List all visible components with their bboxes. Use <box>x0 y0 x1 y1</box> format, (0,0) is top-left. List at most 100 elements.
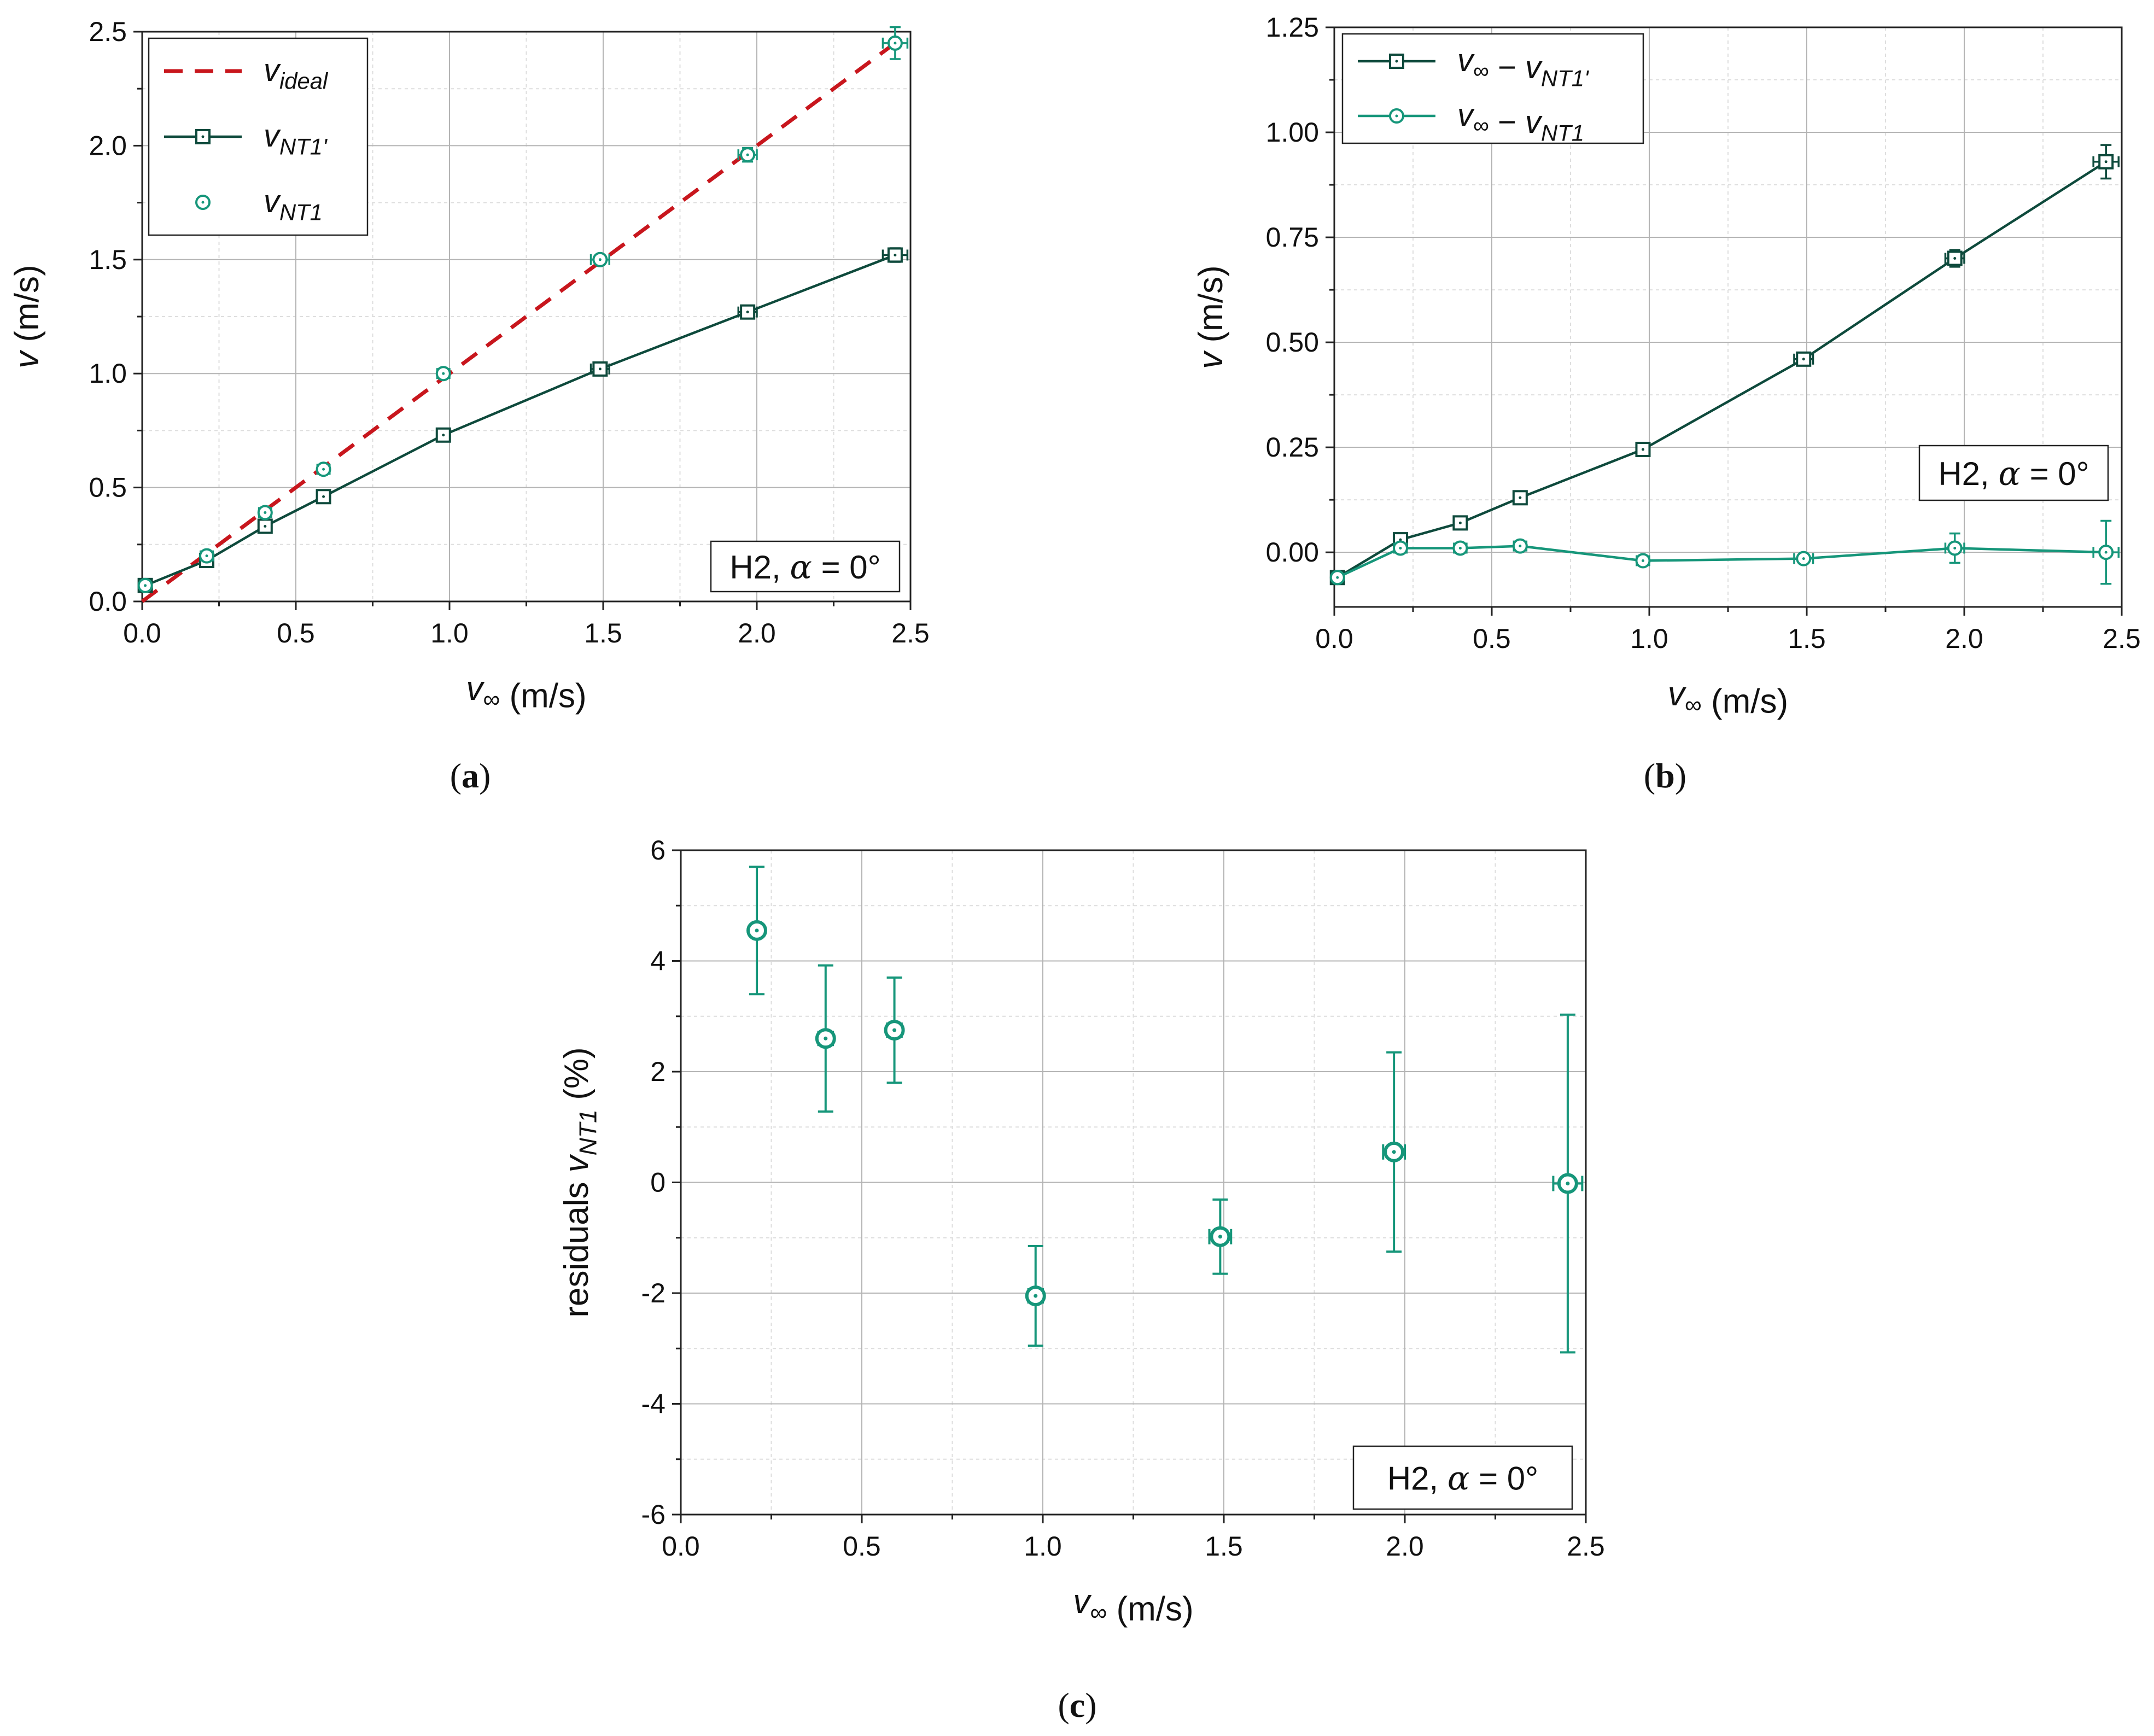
legend-marker-center <box>1395 60 1398 63</box>
y-tick-label: 0.75 <box>1266 222 1319 253</box>
y-tick-label: 2 <box>650 1056 666 1087</box>
grid <box>680 850 1586 1515</box>
data-point-center <box>442 434 445 437</box>
y-tick-label: 6 <box>650 835 666 866</box>
y-tick-label: 2.0 <box>89 130 127 161</box>
x-axis-label: v∞ (m/s) <box>1073 1583 1193 1628</box>
x-tick-label: 1.0 <box>1630 623 1668 654</box>
data-point-center <box>264 524 267 528</box>
series-v-nt1- <box>137 247 909 593</box>
legend-label: v∞ − vNT1'​ <box>1457 43 1590 91</box>
x-tick-label: 2.0 <box>1386 1531 1424 1562</box>
data-point-center <box>1336 576 1339 579</box>
data-point-center <box>824 1036 828 1041</box>
data-point <box>1796 351 1812 367</box>
y-tick-label: -6 <box>641 1499 666 1530</box>
data-point-center <box>264 511 267 514</box>
data-point-center <box>1802 358 1805 361</box>
annotation-box <box>1918 445 2109 501</box>
data-point-center <box>322 495 325 498</box>
x-tick-label: 1.0 <box>430 618 469 648</box>
data-point <box>592 361 608 377</box>
annotation-text: H2, α = 0° <box>729 548 880 587</box>
x-tick-label: 0.0 <box>123 618 161 648</box>
legend-label: vNT1'​ <box>264 118 328 160</box>
data-point-center <box>1399 546 1402 550</box>
data-point-center <box>1519 545 1522 548</box>
y-tick-label: 2.5 <box>89 16 127 47</box>
x-tick-label: 1.5 <box>1788 623 1826 654</box>
x-tick-label: 1.5 <box>1205 1531 1243 1562</box>
y-tick-label: 0.25 <box>1266 432 1319 463</box>
data-point-center <box>746 153 749 156</box>
data-point <box>2098 154 2114 169</box>
data-point-center <box>144 584 147 587</box>
series-v-v-nt1- <box>1329 144 2120 586</box>
y-tick-label: 1.25 <box>1266 12 1319 43</box>
data-point-center <box>1218 1235 1222 1239</box>
x-tick-label: 2.5 <box>1567 1531 1605 1562</box>
data-point-center <box>1392 1150 1396 1154</box>
x-tick-label: 0.5 <box>277 618 315 648</box>
x-axis-label: v∞ (m/s) <box>1668 675 1788 721</box>
y-tick-label: 0 <box>650 1167 666 1198</box>
y-axis-label: v (m/s) <box>1192 265 1230 369</box>
data-point-center <box>894 253 897 256</box>
series-residuals-v-nt1 <box>746 866 1584 1354</box>
chart-a: 0.0 0.5 1.0 1.5 2.0 2.5 0.0 0.5 1.0 1.5 2.0 2.5 v∞ (… <box>8 16 930 795</box>
y-tick-label: 0.50 <box>1266 327 1319 358</box>
x-tick-label: 2.0 <box>738 618 776 648</box>
panel-caption: (a) <box>450 756 491 795</box>
legend-box <box>1341 33 1644 144</box>
x-tick-label: 1.5 <box>584 618 622 648</box>
x-tick-label: 2.5 <box>891 618 930 648</box>
data-point-center <box>1953 546 1957 550</box>
x-tick-label: 1.0 <box>1024 1531 1062 1562</box>
data-point-center <box>1953 256 1957 260</box>
data-point-center <box>1458 546 1462 550</box>
legend-marker-center <box>201 201 205 204</box>
data-point-center <box>1566 1182 1570 1186</box>
y-tick-label: 1.0 <box>89 358 127 389</box>
data-point-center <box>2104 551 2108 554</box>
series-v-nt1 <box>137 26 909 593</box>
y-axis-label: v (m/s) <box>8 265 46 368</box>
axes: 0.0 0.5 1.0 1.5 2.0 2.5 -6 -4 -2 0 2 4 6 v∞ (m/s) resi… <box>558 835 1605 1628</box>
x-tick-label: 0.5 <box>843 1531 881 1562</box>
data-point-center <box>1519 496 1522 499</box>
data-point-center <box>598 367 602 371</box>
data-point-center <box>755 928 759 933</box>
chart-c: 0.0 0.5 1.0 1.5 2.0 2.5 -6 -4 -2 0 2 4 6 v∞ (m/s) resi… <box>558 835 1605 1725</box>
series-line <box>1336 545 2106 579</box>
data-point-center <box>894 42 897 45</box>
x-tick-label: 0.0 <box>1315 623 1353 654</box>
data-point-center <box>746 311 749 314</box>
y-tick-label: 0.0 <box>89 586 127 617</box>
x-tick-label: 0.5 <box>1473 623 1511 654</box>
y-axis-label: residuals vNT1​ (%) <box>558 1047 602 1317</box>
y-tick-label: 0.5 <box>89 472 127 503</box>
x-tick-label: 2.5 <box>2103 623 2141 654</box>
data-point-center <box>322 467 325 471</box>
panel-caption: (b) <box>1644 756 1686 795</box>
annotation-text: H2, α = 0° <box>1387 1460 1538 1498</box>
annotation-text: H2, α = 0° <box>1938 455 2089 493</box>
data-point-center <box>598 258 602 261</box>
x-axis-label: v∞ (m/s) <box>466 670 586 715</box>
legend: v∞ − vNT1'​ v∞ − vNT1​ <box>1341 33 1644 145</box>
y-tick-label: 0.00 <box>1266 537 1319 568</box>
panel-caption: (c) <box>1058 1686 1096 1725</box>
series-line <box>144 254 896 587</box>
y-tick-label: 4 <box>650 946 666 977</box>
data-point-center <box>1802 557 1805 560</box>
axes: 0.0 0.5 1.0 1.5 2.0 2.5 0.00 0.25 0.50 0.75 1.00 1.… <box>1192 12 2141 721</box>
data-point-center <box>1641 559 1644 563</box>
data-point-center <box>1034 1294 1038 1298</box>
data-point-center <box>1641 448 1644 451</box>
annotation-box <box>710 540 901 593</box>
data-point-center <box>892 1028 897 1032</box>
data-point-center <box>1458 521 1462 524</box>
legend-label: v∞ − vNT1​ <box>1457 97 1584 145</box>
data-point <box>435 427 451 443</box>
